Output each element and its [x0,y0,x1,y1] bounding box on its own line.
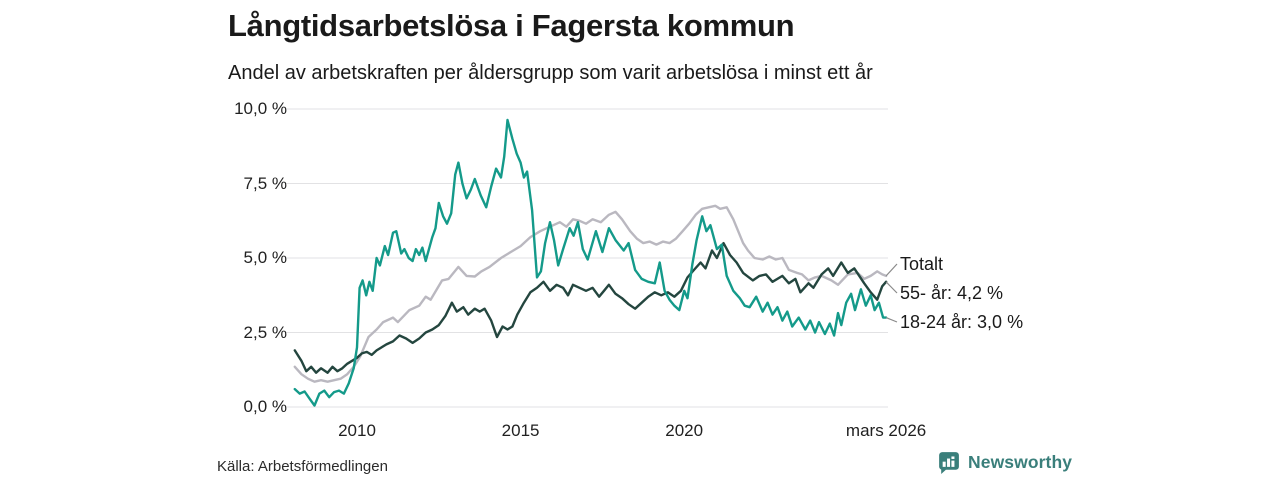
newsworthy-logo[interactable]: Newsworthy [936,450,1072,475]
series-end-label-totalt: Totalt [900,254,944,274]
newsworthy-brand-text: Newsworthy [968,452,1073,472]
line-55-plus [293,241,888,374]
leader-line [885,281,898,294]
gridlines [286,108,888,408]
y-axis-tick-label: 0,0 % [243,397,287,416]
line-18-24 [293,118,888,407]
source-note: Källa: Arbetsförmedlingen [217,458,388,475]
x-axis-tick-label: 2020 [665,421,704,440]
series-end-label-55-plus: 55- år: 4,2 % [900,283,1004,303]
leader-lines [885,263,898,323]
y-axis-tick-label: 5,0 % [243,248,287,267]
bar-chart-speech-bubble-icon [939,452,959,474]
x-axis-tick-label: 2010 [338,421,376,440]
leader-line [885,263,898,277]
y-axis-tick-label: 7,5 % [243,173,287,193]
line-totalt [293,204,888,383]
leader-line [885,317,898,323]
y-axis-tick-label: 10,0 % [234,99,287,118]
x-axis-tick-label: mars 2026 [845,421,927,440]
x-axis-tick-label: 2015 [501,421,540,440]
y-axis-tick-label: 2,5 % [243,322,287,342]
page-title: Långtidsarbetslösa i Fagersta kommun [228,8,795,43]
series-end-label-18-24: 18-24 år: 3,0 % [900,312,1024,332]
page-subtitle: Andel av arbetskraften per åldersgrupp s… [228,62,873,84]
